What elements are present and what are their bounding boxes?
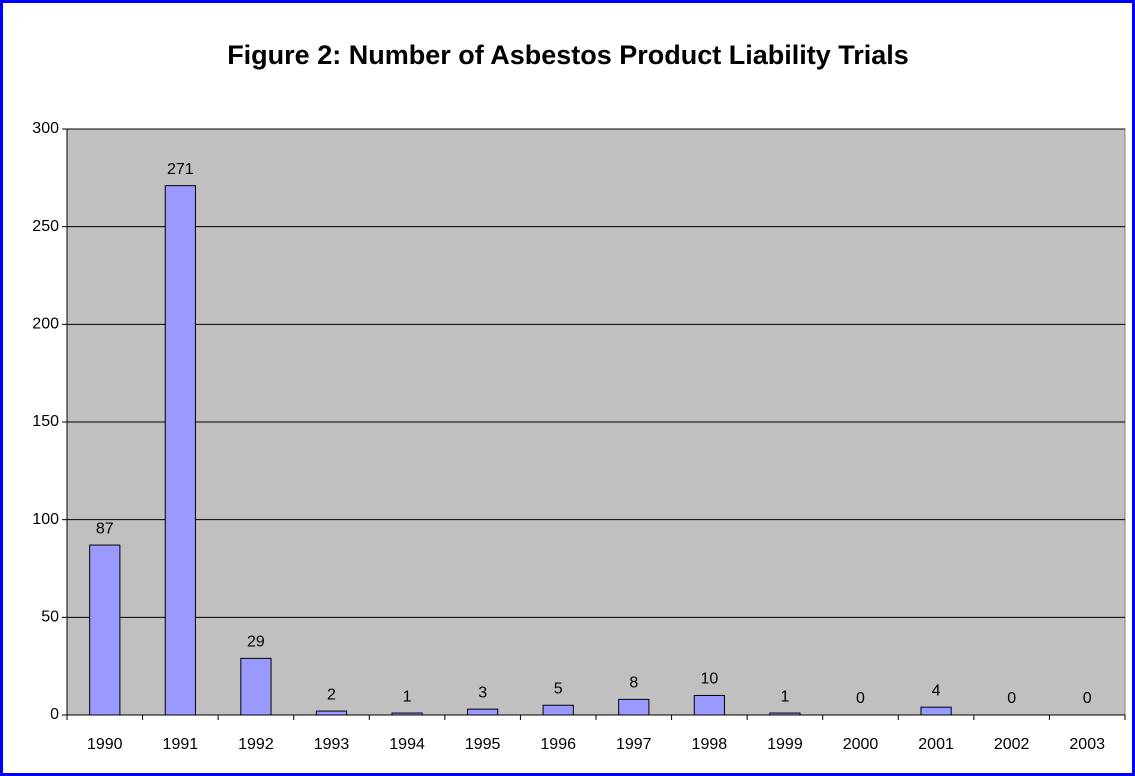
bar bbox=[769, 712, 801, 716]
data-label: 3 bbox=[478, 684, 487, 701]
x-tick-label: 1997 bbox=[616, 736, 652, 753]
data-label: 4 bbox=[932, 682, 941, 699]
x-tick-label: 1996 bbox=[540, 736, 576, 753]
data-label: 8 bbox=[629, 675, 638, 692]
bar bbox=[89, 544, 121, 716]
bar bbox=[240, 657, 272, 716]
bar bbox=[467, 708, 499, 716]
bar bbox=[164, 185, 196, 716]
y-tick-label: 150 bbox=[32, 413, 59, 430]
x-tick-label: 1993 bbox=[314, 736, 350, 753]
x-tick-label: 1994 bbox=[389, 736, 425, 753]
x-tick-label: 1995 bbox=[465, 736, 501, 753]
data-label: 2 bbox=[327, 686, 336, 703]
bar bbox=[315, 710, 348, 716]
bar bbox=[618, 698, 650, 716]
y-tick-label: 200 bbox=[32, 316, 59, 333]
bar bbox=[920, 706, 952, 716]
y-tick-label: 300 bbox=[32, 120, 59, 137]
data-label: 87 bbox=[96, 520, 114, 537]
y-tick-label: 100 bbox=[32, 511, 59, 528]
data-label: 10 bbox=[700, 671, 718, 688]
y-tick-label: 250 bbox=[32, 218, 59, 235]
data-label: 1 bbox=[780, 688, 789, 705]
data-label: 0 bbox=[1083, 690, 1092, 707]
bar bbox=[391, 712, 423, 716]
data-label: 1 bbox=[403, 688, 412, 705]
x-tick-label: 2000 bbox=[843, 736, 879, 753]
data-label: 271 bbox=[167, 161, 194, 178]
x-tick-label: 1992 bbox=[238, 736, 274, 753]
x-tick-label: 2003 bbox=[1069, 736, 1105, 753]
data-label: 5 bbox=[554, 680, 563, 697]
x-tick-label: 1999 bbox=[767, 736, 803, 753]
data-label: 0 bbox=[856, 690, 865, 707]
x-tick-label: 2002 bbox=[994, 736, 1030, 753]
x-tick-label: 1998 bbox=[692, 736, 728, 753]
data-label: 0 bbox=[1007, 690, 1016, 707]
y-tick-label: 0 bbox=[50, 706, 59, 723]
bar bbox=[542, 704, 574, 716]
x-tick-label: 2001 bbox=[918, 736, 954, 753]
x-tick-label: 1991 bbox=[163, 736, 199, 753]
y-tick-label: 50 bbox=[41, 609, 59, 626]
chart-title: Figure 2: Number of Asbestos Product Lia… bbox=[227, 40, 909, 70]
data-label: 29 bbox=[247, 634, 265, 651]
bar bbox=[693, 694, 725, 716]
x-tick-label: 1990 bbox=[87, 736, 123, 753]
